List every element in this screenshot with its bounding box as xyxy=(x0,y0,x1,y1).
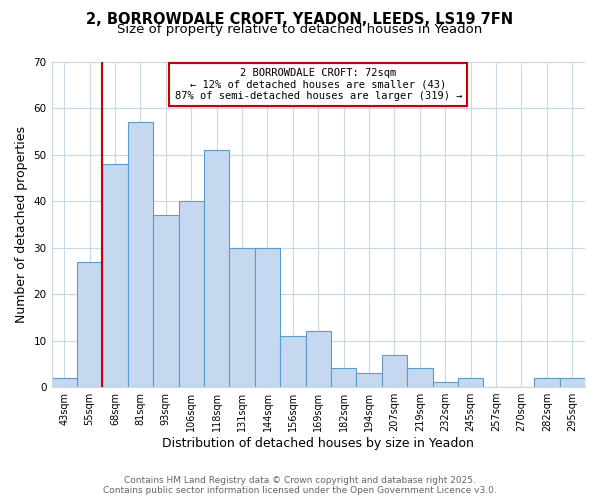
Text: 2, BORROWDALE CROFT, YEADON, LEEDS, LS19 7FN: 2, BORROWDALE CROFT, YEADON, LEEDS, LS19… xyxy=(86,12,514,28)
Bar xyxy=(255,248,280,387)
Bar xyxy=(179,201,204,387)
Bar xyxy=(382,354,407,387)
Bar xyxy=(534,378,560,387)
Bar xyxy=(103,164,128,387)
Bar xyxy=(52,378,77,387)
Bar xyxy=(356,373,382,387)
Bar xyxy=(77,262,103,387)
Bar xyxy=(280,336,305,387)
Bar xyxy=(153,215,179,387)
X-axis label: Distribution of detached houses by size in Yeadon: Distribution of detached houses by size … xyxy=(163,437,474,450)
Text: Size of property relative to detached houses in Yeadon: Size of property relative to detached ho… xyxy=(118,22,482,36)
Text: Contains HM Land Registry data © Crown copyright and database right 2025.
Contai: Contains HM Land Registry data © Crown c… xyxy=(103,476,497,495)
Bar xyxy=(305,332,331,387)
Y-axis label: Number of detached properties: Number of detached properties xyxy=(15,126,28,323)
Bar xyxy=(458,378,484,387)
Text: 2 BORROWDALE CROFT: 72sqm
← 12% of detached houses are smaller (43)
87% of semi-: 2 BORROWDALE CROFT: 72sqm ← 12% of detac… xyxy=(175,68,462,101)
Bar xyxy=(407,368,433,387)
Bar xyxy=(331,368,356,387)
Bar xyxy=(560,378,585,387)
Bar xyxy=(229,248,255,387)
Bar xyxy=(128,122,153,387)
Bar xyxy=(433,382,458,387)
Bar xyxy=(204,150,229,387)
